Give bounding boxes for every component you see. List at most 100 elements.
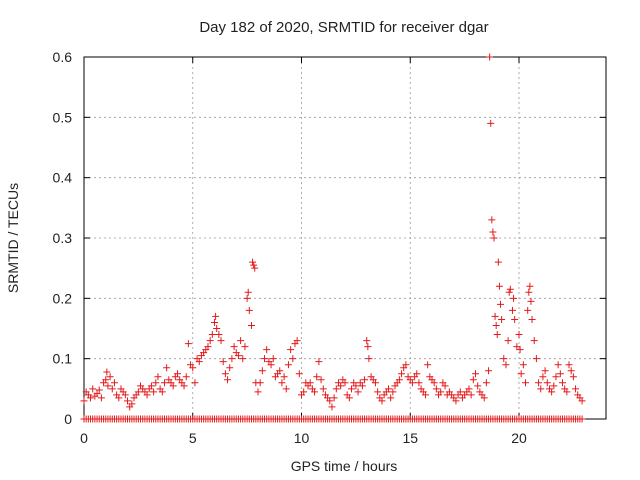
x-tick-label: 5 xyxy=(189,430,197,446)
data-point xyxy=(389,388,397,396)
x-tick-label: 20 xyxy=(511,430,527,446)
data-point xyxy=(488,216,496,224)
data-point xyxy=(498,315,506,323)
data-point xyxy=(121,391,129,399)
data-point xyxy=(345,394,353,402)
data-point xyxy=(128,400,136,408)
data-point xyxy=(485,367,493,375)
data-point xyxy=(493,331,501,339)
data-point xyxy=(506,285,514,293)
data-point xyxy=(374,388,382,396)
data-point xyxy=(563,388,571,396)
data-point xyxy=(486,53,494,61)
data-point xyxy=(550,382,558,390)
data-point xyxy=(539,373,547,381)
data-point xyxy=(371,379,379,387)
data-point xyxy=(525,288,533,296)
data-point xyxy=(124,397,131,405)
x-tick-label: 15 xyxy=(402,430,418,446)
data-point xyxy=(104,382,112,390)
data-point xyxy=(206,337,214,345)
data-point xyxy=(352,382,360,390)
data-point xyxy=(300,388,308,396)
data-point xyxy=(517,370,525,378)
data-point xyxy=(134,388,142,396)
data-point xyxy=(263,346,271,354)
x-tick-label: 10 xyxy=(294,430,310,446)
data-point xyxy=(519,361,527,369)
data-point xyxy=(150,388,158,396)
x-axis-label: GPS time / hours xyxy=(291,458,398,474)
data-point xyxy=(143,391,151,399)
data-point xyxy=(147,382,155,390)
data-point xyxy=(537,385,545,393)
y-tick-label: 0.5 xyxy=(53,109,73,125)
data-point xyxy=(276,367,284,375)
data-point xyxy=(313,373,321,381)
data-point xyxy=(559,379,566,387)
data-point xyxy=(295,370,303,378)
data-point xyxy=(208,331,216,339)
data-point xyxy=(191,379,199,387)
data-point xyxy=(511,315,519,323)
data-point xyxy=(543,379,551,387)
data-point xyxy=(180,382,188,390)
data-point xyxy=(387,394,395,402)
data-point xyxy=(251,264,259,272)
data-point xyxy=(269,355,277,363)
data-point xyxy=(513,343,521,351)
data-point xyxy=(87,394,95,402)
data-point xyxy=(158,388,166,396)
data-point xyxy=(95,386,103,394)
data-points xyxy=(80,53,586,423)
data-point xyxy=(237,337,245,345)
data-point xyxy=(330,394,338,402)
y-tick-label: 0.4 xyxy=(53,170,73,186)
data-point xyxy=(516,346,524,354)
data-point xyxy=(385,385,392,393)
data-point xyxy=(510,294,518,302)
data-point xyxy=(469,376,477,384)
data-point xyxy=(535,379,543,387)
data-point xyxy=(524,306,532,314)
data-point xyxy=(437,388,445,396)
data-point xyxy=(337,382,345,390)
data-point xyxy=(508,306,516,314)
data-point xyxy=(189,364,197,372)
data-point xyxy=(328,403,336,411)
data-point xyxy=(415,379,423,387)
data-point xyxy=(174,370,182,378)
data-point xyxy=(213,325,221,332)
data-point xyxy=(567,367,575,375)
data-point xyxy=(500,355,508,363)
data-point xyxy=(250,261,258,269)
data-point xyxy=(358,382,366,390)
data-point xyxy=(278,379,286,387)
data-point xyxy=(474,382,482,390)
data-point xyxy=(504,337,512,345)
data-point xyxy=(361,376,369,384)
data-point xyxy=(528,315,536,323)
data-point xyxy=(489,228,497,236)
data-point xyxy=(204,343,212,351)
data-point xyxy=(527,297,535,305)
data-point xyxy=(424,361,432,369)
data-point xyxy=(487,119,495,127)
data-point xyxy=(311,388,319,396)
data-point xyxy=(115,394,123,402)
data-point xyxy=(578,397,586,405)
data-point xyxy=(465,385,473,393)
data-point xyxy=(106,373,114,381)
data-point xyxy=(348,385,356,393)
data-point xyxy=(221,370,229,378)
data-point xyxy=(541,367,549,375)
data-point xyxy=(212,312,220,320)
y-tick-label: 0.3 xyxy=(53,230,73,246)
data-point xyxy=(163,364,171,372)
data-point xyxy=(490,234,498,242)
data-point xyxy=(378,397,386,405)
data-point xyxy=(578,415,586,423)
data-point xyxy=(103,368,111,376)
